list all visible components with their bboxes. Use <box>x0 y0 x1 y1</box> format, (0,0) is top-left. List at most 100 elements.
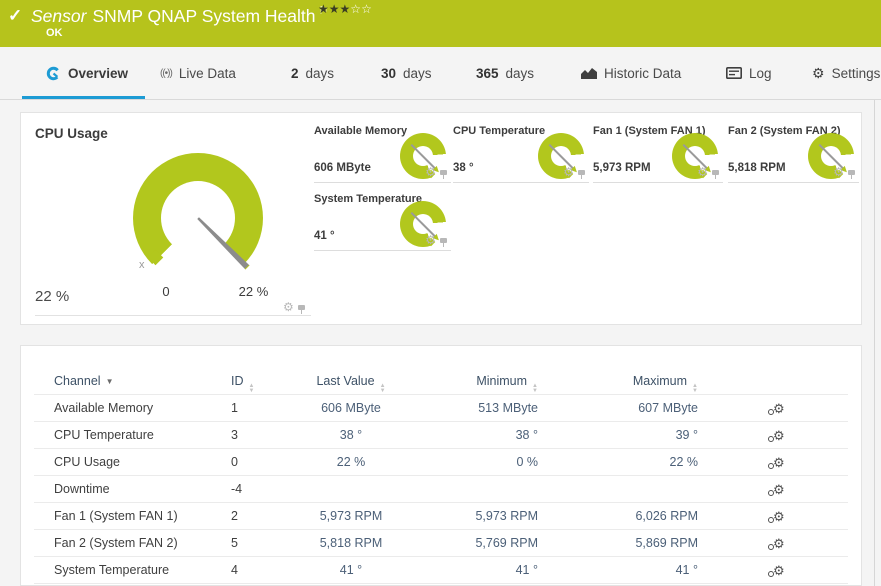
column-header-maximum[interactable]: Maximum ▲ ▼ <box>632 374 698 394</box>
column-header-minimum[interactable]: Minimum ▲ ▼ <box>476 374 538 394</box>
channels-table-panel: Channel ▼ ID ▲ ▼ Last Value ▲ ▼ Minimum ▲ ▼ Max… <box>20 345 862 586</box>
tab-30-days[interactable]: 30 days <box>381 47 432 99</box>
mini-gauge-dial <box>400 201 446 247</box>
gear-icon[interactable]: ⚙ <box>833 165 844 179</box>
gauges-panel: CPU Usage x 0 22 % 22 % ⚙ Available Memo… <box>20 112 862 325</box>
star-filled-icon[interactable]: ★ <box>318 2 329 16</box>
channel-settings-cell: ⚙ <box>768 449 785 476</box>
gear-icon[interactable]: ⚙ <box>697 165 708 179</box>
column-header-id[interactable]: ID ▲ ▼ <box>231 374 255 394</box>
tab-365-days[interactable]: 365 days <box>476 47 534 99</box>
main-gauge-title: CPU Usage <box>35 126 108 141</box>
channel-name[interactable]: Available Memory <box>54 401 154 415</box>
channel-settings-icon[interactable]: ⚙ <box>768 455 785 470</box>
gauge-panel-actions: ⚙ <box>833 165 855 179</box>
channel-last-value: 5,818 RPM <box>319 536 383 550</box>
table-row[interactable]: Downtime -4 ⚙ <box>21 476 861 503</box>
mini-gauge-dial <box>808 133 854 179</box>
gauge-panel-actions: ⚙ <box>697 165 719 179</box>
tab-overview[interactable]: Overview <box>46 47 128 99</box>
pin-icon[interactable] <box>578 169 585 179</box>
channel-maximum: 5,869 RPM <box>635 536 698 550</box>
star-empty-icon[interactable]: ☆ <box>361 2 372 16</box>
column-header-channel[interactable]: Channel ▼ <box>54 374 114 388</box>
table-row[interactable]: Fan 2 (System FAN 2) 5 5,818 RPM 5,769 R… <box>21 530 861 557</box>
mini-gauge-dial <box>538 133 584 179</box>
channel-id: 3 <box>231 428 238 442</box>
channel-settings-icon[interactable]: ⚙ <box>768 428 785 443</box>
channel-settings-icon[interactable]: ⚙ <box>768 536 785 551</box>
sensor-name: SNMP QNAP System Health <box>92 6 316 26</box>
tab-number: 30 <box>381 65 397 81</box>
pin-icon[interactable] <box>297 304 305 314</box>
mini-gauge-value: 38 ° <box>453 162 474 174</box>
content-right-border <box>874 100 875 586</box>
mini-gauge-available-memory: Available Memory 606 MByte ⚙ <box>314 123 451 183</box>
mini-gauge-value: 5,973 RPM <box>593 162 651 174</box>
channel-name[interactable]: Fan 2 (System FAN 2) <box>54 536 178 550</box>
channel-settings-icon[interactable]: ⚙ <box>768 563 785 578</box>
table-row[interactable]: Available Memory 1 606 MByte 513 MByte 6… <box>21 395 861 422</box>
column-header-last-value[interactable]: Last Value ▲ ▼ <box>316 374 386 394</box>
channel-minimum: 0 % <box>516 455 538 469</box>
sensor-type-label: Sensor <box>31 6 87 26</box>
gear-icon[interactable]: ⚙ <box>283 300 294 314</box>
gear-icon[interactable]: ⚙ <box>425 165 436 179</box>
live-data-icon: ((•)) <box>160 67 173 79</box>
gauge-scale-min: 0 <box>162 284 170 299</box>
flag-icon[interactable]: ⚐ <box>318 5 329 17</box>
mini-gauge-title: System Temperature <box>314 193 423 205</box>
channel-minimum: 5,973 RPM <box>475 509 538 523</box>
tab-historic-data[interactable]: Historic Data <box>581 47 681 99</box>
table-row[interactable]: System Temperature 4 41 ° 41 ° 41 ° ⚙ <box>21 557 861 584</box>
channel-id: 0 <box>231 455 238 469</box>
channel-last-value: 5,973 RPM <box>319 509 383 523</box>
channel-minimum: 38 ° <box>515 428 538 442</box>
channel-settings-cell: ⚙ <box>768 557 785 584</box>
channel-maximum: 39 ° <box>675 428 698 442</box>
mini-gauge-title: Available Memory <box>314 125 408 137</box>
channel-name[interactable]: System Temperature <box>54 563 170 577</box>
channel-name[interactable]: CPU Usage <box>54 455 120 469</box>
gauge-icon <box>46 66 61 80</box>
channel-minimum: 513 MByte <box>478 401 538 415</box>
pin-icon[interactable] <box>440 237 447 247</box>
tab-label: Log <box>749 65 772 81</box>
channel-settings-icon[interactable]: ⚙ <box>768 509 785 524</box>
status-badge: OK <box>46 27 63 39</box>
channel-settings-icon[interactable]: ⚙ <box>768 482 785 497</box>
priority-stars[interactable]: ★★★☆☆ <box>318 2 372 16</box>
star-filled-icon[interactable]: ★ <box>339 2 351 16</box>
mini-gauge-fan-1: Fan 1 (System FAN 1) 5,973 RPM ⚙ <box>593 123 723 183</box>
pin-icon[interactable] <box>440 169 447 179</box>
channel-minimum: 41 ° <box>515 563 538 577</box>
mini-gauge-dial <box>672 133 718 179</box>
mini-gauge-value: 5,818 RPM <box>728 162 786 174</box>
gear-icon[interactable]: ⚙ <box>425 233 436 247</box>
gear-icon[interactable]: ⚙ <box>563 165 574 179</box>
tab-settings[interactable]: ⚙ Settings <box>812 47 880 99</box>
pin-icon[interactable] <box>848 169 855 179</box>
channel-settings-icon[interactable]: ⚙ <box>768 401 785 416</box>
table-row[interactable]: Fan 1 (System FAN 1) 2 5,973 RPM 5,973 R… <box>21 503 861 530</box>
channel-name[interactable]: CPU Temperature <box>54 428 154 442</box>
channel-id: 4 <box>231 563 238 577</box>
table-row[interactable]: CPU Usage 0 22 % 0 % 22 % ⚙ <box>21 449 861 476</box>
tab-2-days[interactable]: 2 days <box>291 47 334 99</box>
channel-name[interactable]: Fan 1 (System FAN 1) <box>54 509 178 523</box>
tab-log[interactable]: Log <box>726 47 772 99</box>
tab-live-data[interactable]: ((•)) Live Data <box>160 47 236 99</box>
tab-number: 2 <box>291 65 299 81</box>
table-row[interactable]: CPU Temperature 3 38 ° 38 ° 39 ° ⚙ <box>21 422 861 449</box>
pin-icon[interactable] <box>712 169 719 179</box>
sort-icon: ▲ ▼ <box>692 383 698 394</box>
gear-icon: ⚙ <box>812 65 825 81</box>
tab-label: days <box>505 65 535 81</box>
star-filled-icon[interactable]: ★ <box>328 2 340 16</box>
mini-gauge-cpu-temperature: CPU Temperature 38 ° ⚙ <box>453 123 589 183</box>
channel-name[interactable]: Downtime <box>54 482 110 496</box>
channel-last-value: 606 MByte <box>321 401 381 415</box>
tab-label: Overview <box>68 65 129 81</box>
star-empty-icon[interactable]: ☆ <box>350 2 362 16</box>
channel-settings-cell: ⚙ <box>768 422 785 449</box>
